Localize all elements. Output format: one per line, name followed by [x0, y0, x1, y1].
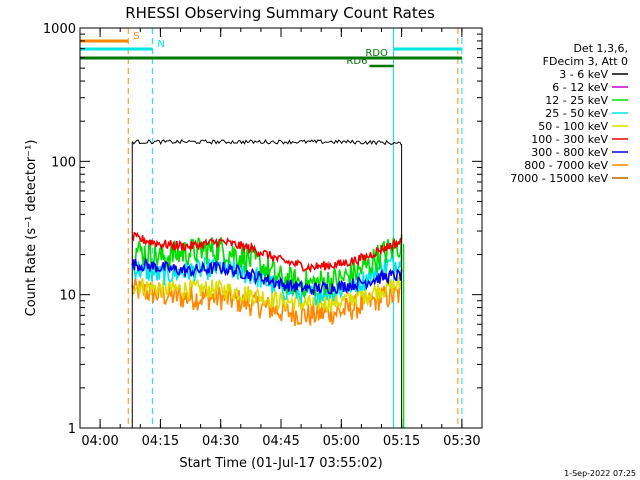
flag-label: S	[133, 31, 139, 42]
y-axis-label: Count Rate (s⁻¹ detector⁻¹)	[24, 140, 39, 317]
series-line	[131, 276, 403, 313]
x-tick-label: 05:15	[383, 434, 420, 449]
axis-layer: 1 10 100 1000 04:00 04:15 04:30 04:45 05:00 05:15…	[43, 22, 483, 449]
series-line	[131, 276, 403, 326]
legend-entry-label: 25 - 50 keV	[545, 107, 608, 120]
y-tick-label: 1	[68, 422, 76, 437]
legend-entry-label: 6 - 12 keV	[552, 81, 608, 94]
series-line	[131, 231, 403, 274]
legend-entry-label: 800 - 7000 keV	[524, 159, 608, 172]
flag-label: RDO	[365, 48, 388, 59]
plot-frame	[79, 27, 483, 429]
legend-entry-label: 100 - 300 keV	[531, 133, 608, 146]
flag-label: N	[157, 39, 164, 50]
legend-entry-label: 12 - 25 keV	[545, 94, 608, 107]
x-tick-label: 04:30	[202, 434, 239, 449]
x-tick-label: 04:00	[81, 434, 118, 449]
y-tick-label: 1000	[43, 22, 76, 37]
legend-header: FDecim 3, Att 0	[543, 55, 628, 68]
x-tick-label: 05:30	[443, 434, 480, 449]
x-tick-label: 04:45	[262, 434, 299, 449]
y-tick-label: 10	[59, 289, 76, 304]
legend-entry-label: 300 - 800 keV	[531, 146, 608, 159]
x-tick-label: 04:15	[142, 434, 179, 449]
series-line	[131, 256, 403, 296]
legend-entry-label: 7000 - 15000 keV	[510, 172, 608, 185]
flag-label: RD6	[346, 56, 367, 67]
x-tick-label: 05:00	[323, 434, 360, 449]
data-layer	[79, 28, 463, 428]
legend-entry-label: 50 - 100 keV	[538, 120, 608, 133]
series-line	[131, 138, 403, 147]
legend-entry-label: 3 - 6 keV	[559, 68, 608, 81]
legend-header: Det 1,3,6,	[573, 42, 628, 55]
timestamp: 1-Sep-2022 07:25	[564, 469, 636, 478]
y-tick-label: 100	[51, 155, 76, 170]
series-line	[132, 234, 403, 300]
chart-title: RHESSI Observing Summary Count Rates	[125, 4, 435, 22]
x-axis-label: Start Time (01-Jul-17 03:55:02)	[179, 456, 382, 471]
